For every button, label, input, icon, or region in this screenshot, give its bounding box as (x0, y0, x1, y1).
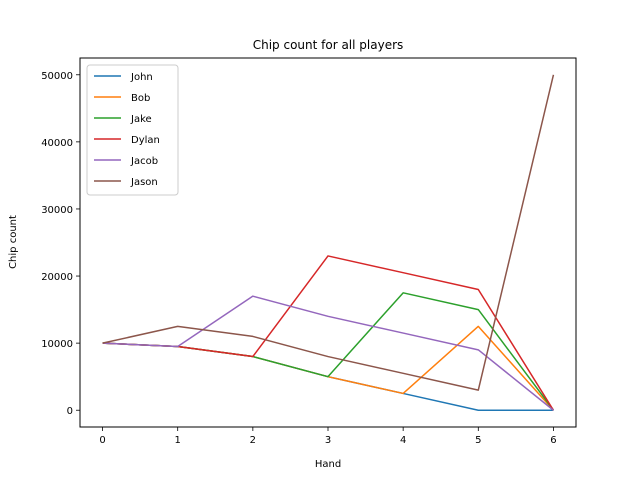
x-axis: 0 1 2 3 4 5 6 (99, 427, 557, 446)
y-tick-label: 10000 (41, 339, 73, 350)
legend-label-dylan: Dylan (131, 135, 160, 146)
legend-label-jason: Jason (130, 177, 158, 188)
x-tick-label: 5 (475, 435, 481, 446)
x-tick-label: 6 (550, 435, 556, 446)
legend-label-bob: Bob (131, 93, 150, 104)
legend-box (86, 64, 179, 196)
x-axis-label: Hand (315, 459, 341, 470)
series-line-dylan (102, 255, 555, 411)
legend-label-jake: Jake (130, 114, 152, 125)
series-line-bob (102, 325, 555, 411)
y-axis-label: Chip count (8, 215, 19, 269)
x-tick-label: 2 (250, 435, 256, 446)
legend-label-john: John (130, 72, 153, 83)
y-tick-label: 50000 (41, 71, 73, 82)
legend-label-jacob: Jacob (130, 156, 158, 167)
y-tick-label: 30000 (41, 205, 73, 216)
y-tick-label: 0 (67, 406, 73, 417)
series-lines (102, 74, 555, 411)
series-line-jason (102, 74, 555, 391)
y-tick-label: 40000 (41, 138, 73, 149)
y-tick-label: 20000 (41, 272, 73, 283)
x-tick-label: 0 (99, 435, 105, 446)
series-line-jake (102, 292, 555, 411)
series-line-jacob (102, 295, 554, 411)
y-axis: 0 10000 20000 30000 40000 50000 (41, 71, 80, 417)
chart-title: Chip count for all players (253, 38, 404, 52)
x-tick-label: 3 (325, 435, 331, 446)
x-tick-label: 1 (175, 435, 181, 446)
legend: John Bob Jake Dylan Jacob Jason (86, 64, 179, 196)
x-tick-label: 4 (400, 435, 406, 446)
